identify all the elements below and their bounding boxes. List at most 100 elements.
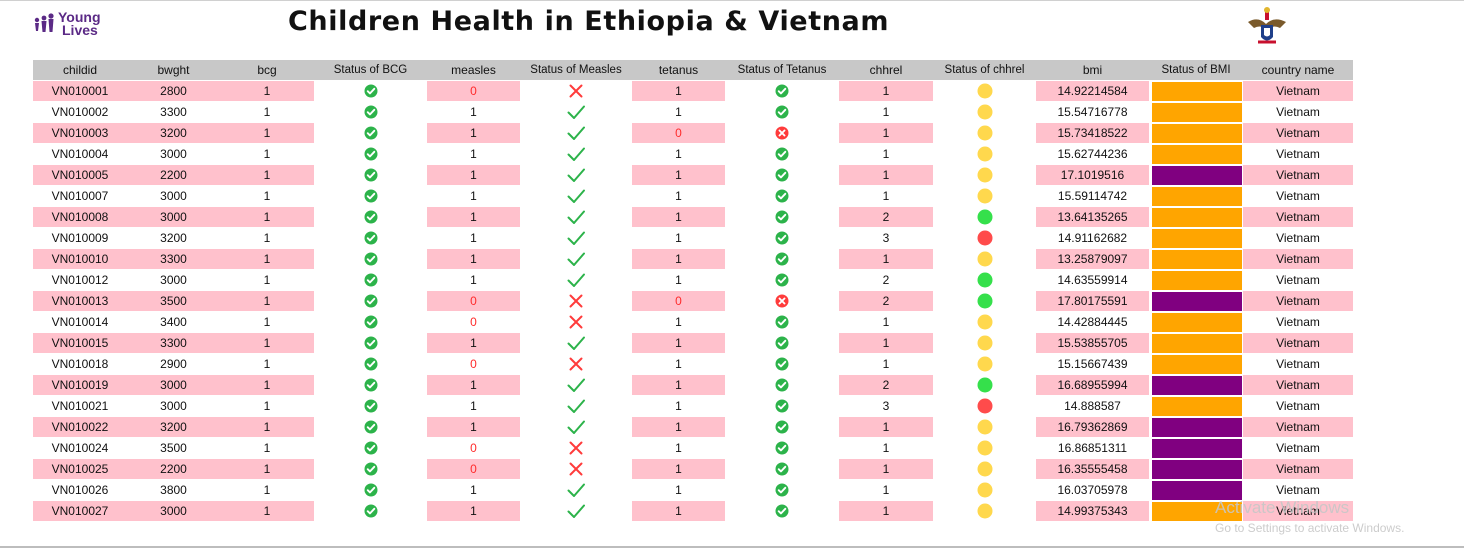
bcg-status-cell xyxy=(314,291,427,311)
bcg-status-cell xyxy=(314,144,427,164)
bmi-status-bar xyxy=(1152,460,1242,479)
bmi-cell: 14.63559914 xyxy=(1057,273,1128,287)
bmi-status-bar xyxy=(1152,418,1242,437)
measles-status-cell xyxy=(520,144,632,164)
bmi-status-cell xyxy=(1149,102,1243,122)
bcg-cell: 1 xyxy=(263,315,271,329)
tetanus-cell: 1 xyxy=(632,333,725,353)
tetanus-cell: 1 xyxy=(632,459,725,479)
chhrel-cell: 3 xyxy=(882,399,890,413)
bcg-cell: 1 xyxy=(263,483,271,497)
bmi-cell: 16.03705978 xyxy=(1057,483,1128,497)
bmi-status-bar xyxy=(1152,439,1242,458)
bmi-cell: 16.68955994 xyxy=(1036,375,1149,395)
bwght-cell: 2900 xyxy=(160,357,187,371)
x-mark-icon xyxy=(569,84,583,98)
bcg-status-cell xyxy=(314,228,427,248)
column-header: measles xyxy=(427,60,520,80)
bcg-status-cell xyxy=(314,312,427,332)
bcg-status-cell xyxy=(314,102,427,122)
column-header: Status of BMI xyxy=(1149,60,1243,80)
childid-cell: VN010015 xyxy=(33,333,127,353)
chhrel-status-cell xyxy=(933,270,1036,290)
tetanus-cell: 1 xyxy=(675,357,682,371)
childid-cell: VN010001 xyxy=(33,81,127,101)
x-circle-icon xyxy=(775,126,789,140)
chhrel-status-cell xyxy=(933,438,1036,458)
measles-cell: 1 xyxy=(470,399,477,413)
chhrel-status-cell xyxy=(933,165,1036,185)
measles-status-cell xyxy=(520,396,632,416)
tetanus-status-cell xyxy=(725,165,839,185)
measles-cell: 1 xyxy=(470,105,477,119)
childid-cell: VN010026 xyxy=(51,483,109,497)
country-cell: Vietnam xyxy=(1243,123,1353,143)
bwght-cell: 3000 xyxy=(160,147,187,161)
measles-status-cell xyxy=(520,270,632,290)
check-circle-icon xyxy=(775,189,789,203)
chhrel-status-cell xyxy=(933,144,1036,164)
bmi-status-cell xyxy=(1149,396,1243,416)
tetanus-cell: 1 xyxy=(675,399,682,413)
chhrel-cell: 1 xyxy=(882,105,890,119)
country-cell: Vietnam xyxy=(1276,189,1320,203)
bmi-status-cell xyxy=(1149,228,1243,248)
measles-status-cell xyxy=(520,417,632,437)
status-dot-icon xyxy=(977,377,992,393)
bcg-cell: 1 xyxy=(263,105,271,119)
status-dot-icon xyxy=(977,293,992,309)
chhrel-status-cell xyxy=(933,207,1036,227)
check-circle-icon xyxy=(775,399,789,413)
tetanus-cell: 1 xyxy=(675,273,682,287)
check-circle-icon xyxy=(364,504,377,518)
column-header: tetanus xyxy=(632,60,725,80)
bmi-cell: 13.25879097 xyxy=(1036,249,1149,269)
measles-cell: 0 xyxy=(470,441,477,455)
tetanus-cell: 1 xyxy=(632,501,725,521)
tetanus-status-cell xyxy=(725,438,839,458)
check-circle-icon xyxy=(364,357,377,371)
bmi-status-cell xyxy=(1149,501,1243,521)
bwght-cell: 3500 xyxy=(160,441,187,455)
country-cell: Vietnam xyxy=(1243,333,1353,353)
checkmark-icon xyxy=(567,252,585,266)
status-dot-icon xyxy=(977,146,992,162)
measles-cell: 0 xyxy=(427,81,520,101)
country-cell: Vietnam xyxy=(1276,231,1320,245)
chhrel-cell: 1 xyxy=(839,123,933,143)
childid-cell: VN010012 xyxy=(51,273,109,287)
bmi-cell: 14.99375343 xyxy=(1036,501,1149,521)
checkmark-icon xyxy=(567,168,585,182)
chhrel-cell: 1 xyxy=(839,81,933,101)
tetanus-status-cell xyxy=(725,501,839,521)
chhrel-cell: 2 xyxy=(882,273,890,287)
tetanus-status-cell xyxy=(725,144,839,164)
check-circle-icon xyxy=(775,336,789,350)
column-header: Status of Tetanus xyxy=(725,60,839,80)
bmi-status-cell xyxy=(1149,81,1243,101)
bmi-status-bar xyxy=(1152,481,1242,500)
tetanus-status-cell xyxy=(725,81,839,101)
country-cell: Vietnam xyxy=(1243,249,1353,269)
bcg-cell: 1 xyxy=(220,375,314,395)
tetanus-cell: 0 xyxy=(632,123,725,143)
check-circle-icon xyxy=(775,210,789,224)
bmi-status-cell xyxy=(1149,459,1243,479)
bmi-status-bar xyxy=(1152,313,1242,332)
measles-cell: 1 xyxy=(470,231,477,245)
bmi-status-bar xyxy=(1152,376,1242,395)
status-dot-icon xyxy=(977,230,992,246)
chhrel-cell: 1 xyxy=(882,147,890,161)
tetanus-cell: 1 xyxy=(675,315,682,329)
chhrel-status-cell xyxy=(933,501,1036,521)
bcg-status-cell xyxy=(314,375,427,395)
tetanus-status-cell xyxy=(725,312,839,332)
bmi-cell: 14.92214584 xyxy=(1036,81,1149,101)
bcg-cell: 1 xyxy=(220,207,314,227)
check-circle-icon xyxy=(364,252,377,266)
childid-cell: VN010003 xyxy=(33,123,127,143)
measles-cell: 1 xyxy=(427,207,520,227)
country-cell: Vietnam xyxy=(1243,81,1353,101)
bwght-cell: 3000 xyxy=(127,207,220,227)
column-header: bmi xyxy=(1036,60,1149,80)
